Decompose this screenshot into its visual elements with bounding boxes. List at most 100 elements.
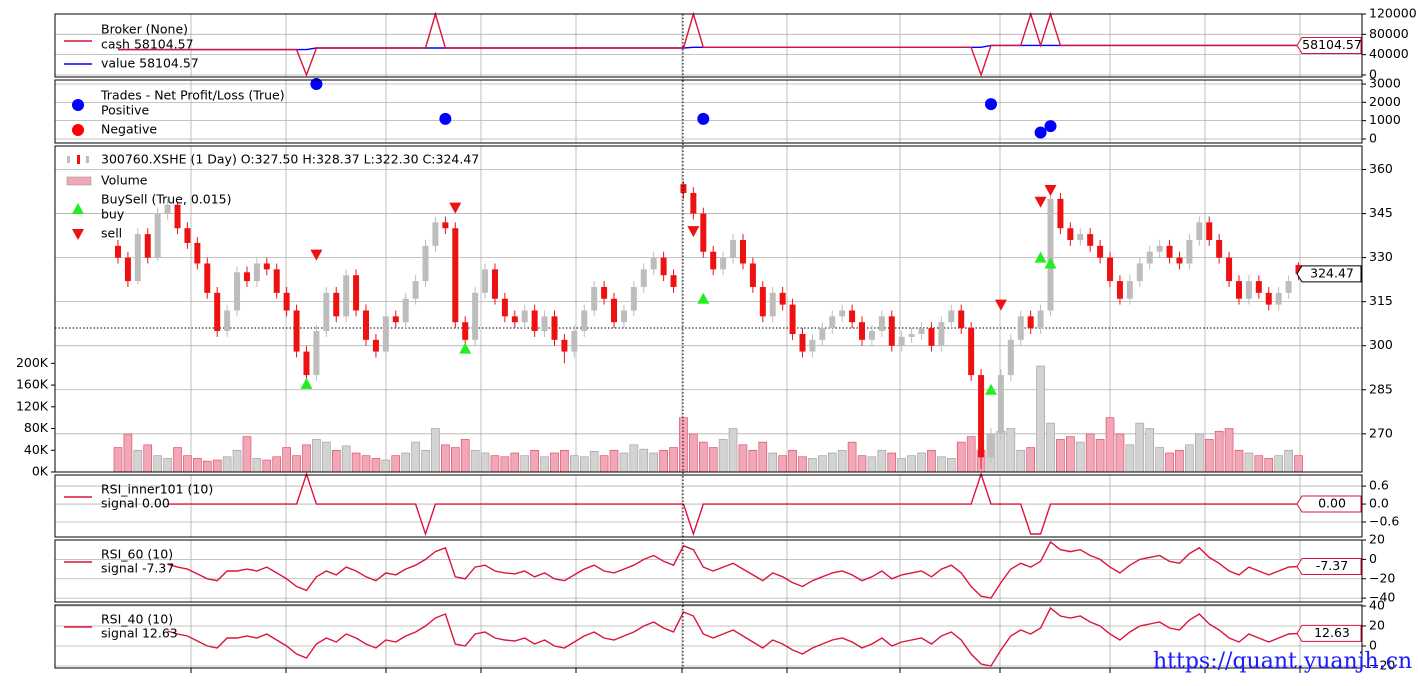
y-tick-label: 360 (1369, 161, 1393, 176)
volume-bar (1145, 428, 1155, 473)
volume-bar (292, 455, 301, 473)
volume-bar (232, 449, 242, 473)
legend-icon (77, 155, 80, 164)
signal-marker (449, 202, 462, 214)
candle-body (293, 310, 300, 352)
signal-marker (1034, 251, 1047, 263)
y-tick-label: 0 (1369, 638, 1377, 653)
candle-body (353, 275, 360, 311)
volume-bar (113, 447, 123, 473)
signal-marker (994, 299, 1007, 311)
candle-body (739, 239, 746, 264)
signal-marker (1044, 257, 1057, 269)
candle-body (769, 292, 776, 317)
candle-body (878, 316, 885, 332)
candle-body (462, 322, 469, 340)
candle-body (571, 331, 578, 352)
legend-label: Negative (101, 122, 157, 137)
volume-bar (222, 456, 232, 473)
y-tick-label: 0.6 (1369, 478, 1389, 493)
volume-bar (818, 455, 827, 473)
candle-body (501, 298, 508, 317)
volume-bar (857, 455, 867, 473)
candle-body (1126, 281, 1133, 299)
candle-body (1097, 245, 1104, 258)
candle-body (650, 257, 657, 270)
volume-bar (143, 444, 153, 473)
y-tick-label: 120000 (1369, 6, 1417, 21)
volume-bar (1204, 439, 1214, 473)
candle-body (511, 316, 518, 323)
volume-bar (917, 452, 926, 473)
candle-body (1226, 257, 1233, 282)
candle-body (611, 298, 618, 323)
y-tick-label: −20 (1369, 658, 1395, 673)
candle-body (243, 272, 250, 282)
candle-body (1186, 239, 1193, 264)
volume-bar (133, 449, 143, 473)
volume-bar (946, 458, 956, 473)
candle-body (1216, 239, 1223, 258)
candle-body (958, 310, 965, 329)
last-value-tag (1296, 624, 1362, 642)
trade-point (697, 112, 710, 125)
volume-bar (153, 455, 162, 473)
candle-body (591, 286, 598, 311)
volume-bar (371, 458, 381, 473)
volume-bar (827, 452, 837, 473)
y-tick-label: 2000 (1369, 94, 1401, 109)
candle-body (839, 310, 846, 317)
trade-point (1044, 120, 1057, 133)
volume-bar (411, 441, 420, 473)
volume-bar (887, 452, 897, 473)
candle-body (581, 310, 588, 332)
candle-body (819, 328, 826, 340)
candle-body (620, 310, 627, 323)
volume-bar (1066, 436, 1075, 473)
candle-body (1235, 281, 1242, 299)
panel-frame (54, 79, 1363, 144)
signal-marker (310, 249, 323, 261)
volume-bar (470, 449, 480, 473)
volume-bar (1095, 439, 1105, 473)
candle-body (452, 228, 459, 323)
candle-body (799, 333, 806, 352)
candle-body (1017, 316, 1024, 340)
volume-bar (629, 444, 639, 473)
y-tick-label: 40000 (1369, 46, 1409, 61)
candle-body (809, 339, 816, 352)
volume-bar (242, 436, 252, 473)
volume-bar (1185, 444, 1194, 473)
legend-marker (72, 99, 84, 111)
volume-bar (609, 449, 619, 473)
y-tick-label: 315 (1369, 293, 1393, 308)
last-value-label: 58104.57 (1302, 37, 1362, 52)
candle-body (343, 275, 350, 317)
y-tick-label: 80000 (1369, 26, 1409, 41)
volume-bar (193, 458, 202, 473)
legend-label: buy (101, 207, 125, 222)
candle-body (422, 245, 429, 282)
candle-body (1007, 339, 1014, 376)
volume-bar (619, 452, 629, 473)
candle-body (1107, 257, 1114, 282)
candle-body (987, 433, 994, 458)
candle-body (1156, 245, 1163, 252)
candle-body (730, 239, 737, 258)
volume-bar (579, 456, 589, 473)
volume-bar (510, 452, 520, 473)
series-line (167, 606, 1299, 667)
panel-background (55, 540, 1362, 602)
volume-bar (272, 456, 282, 473)
volume-bar (1125, 444, 1135, 473)
candle-body (601, 286, 608, 299)
y-tick-label: 0 (1369, 551, 1377, 566)
panel-background (55, 475, 1362, 537)
legend-label: signal -7.37 (101, 561, 174, 576)
volume-bar (1115, 433, 1125, 473)
volume-bar (1274, 455, 1283, 473)
candle-body (303, 351, 310, 376)
candle-body (372, 339, 379, 352)
candle-body (1146, 251, 1153, 264)
legend-title: RSI_60 (10) (101, 547, 173, 562)
